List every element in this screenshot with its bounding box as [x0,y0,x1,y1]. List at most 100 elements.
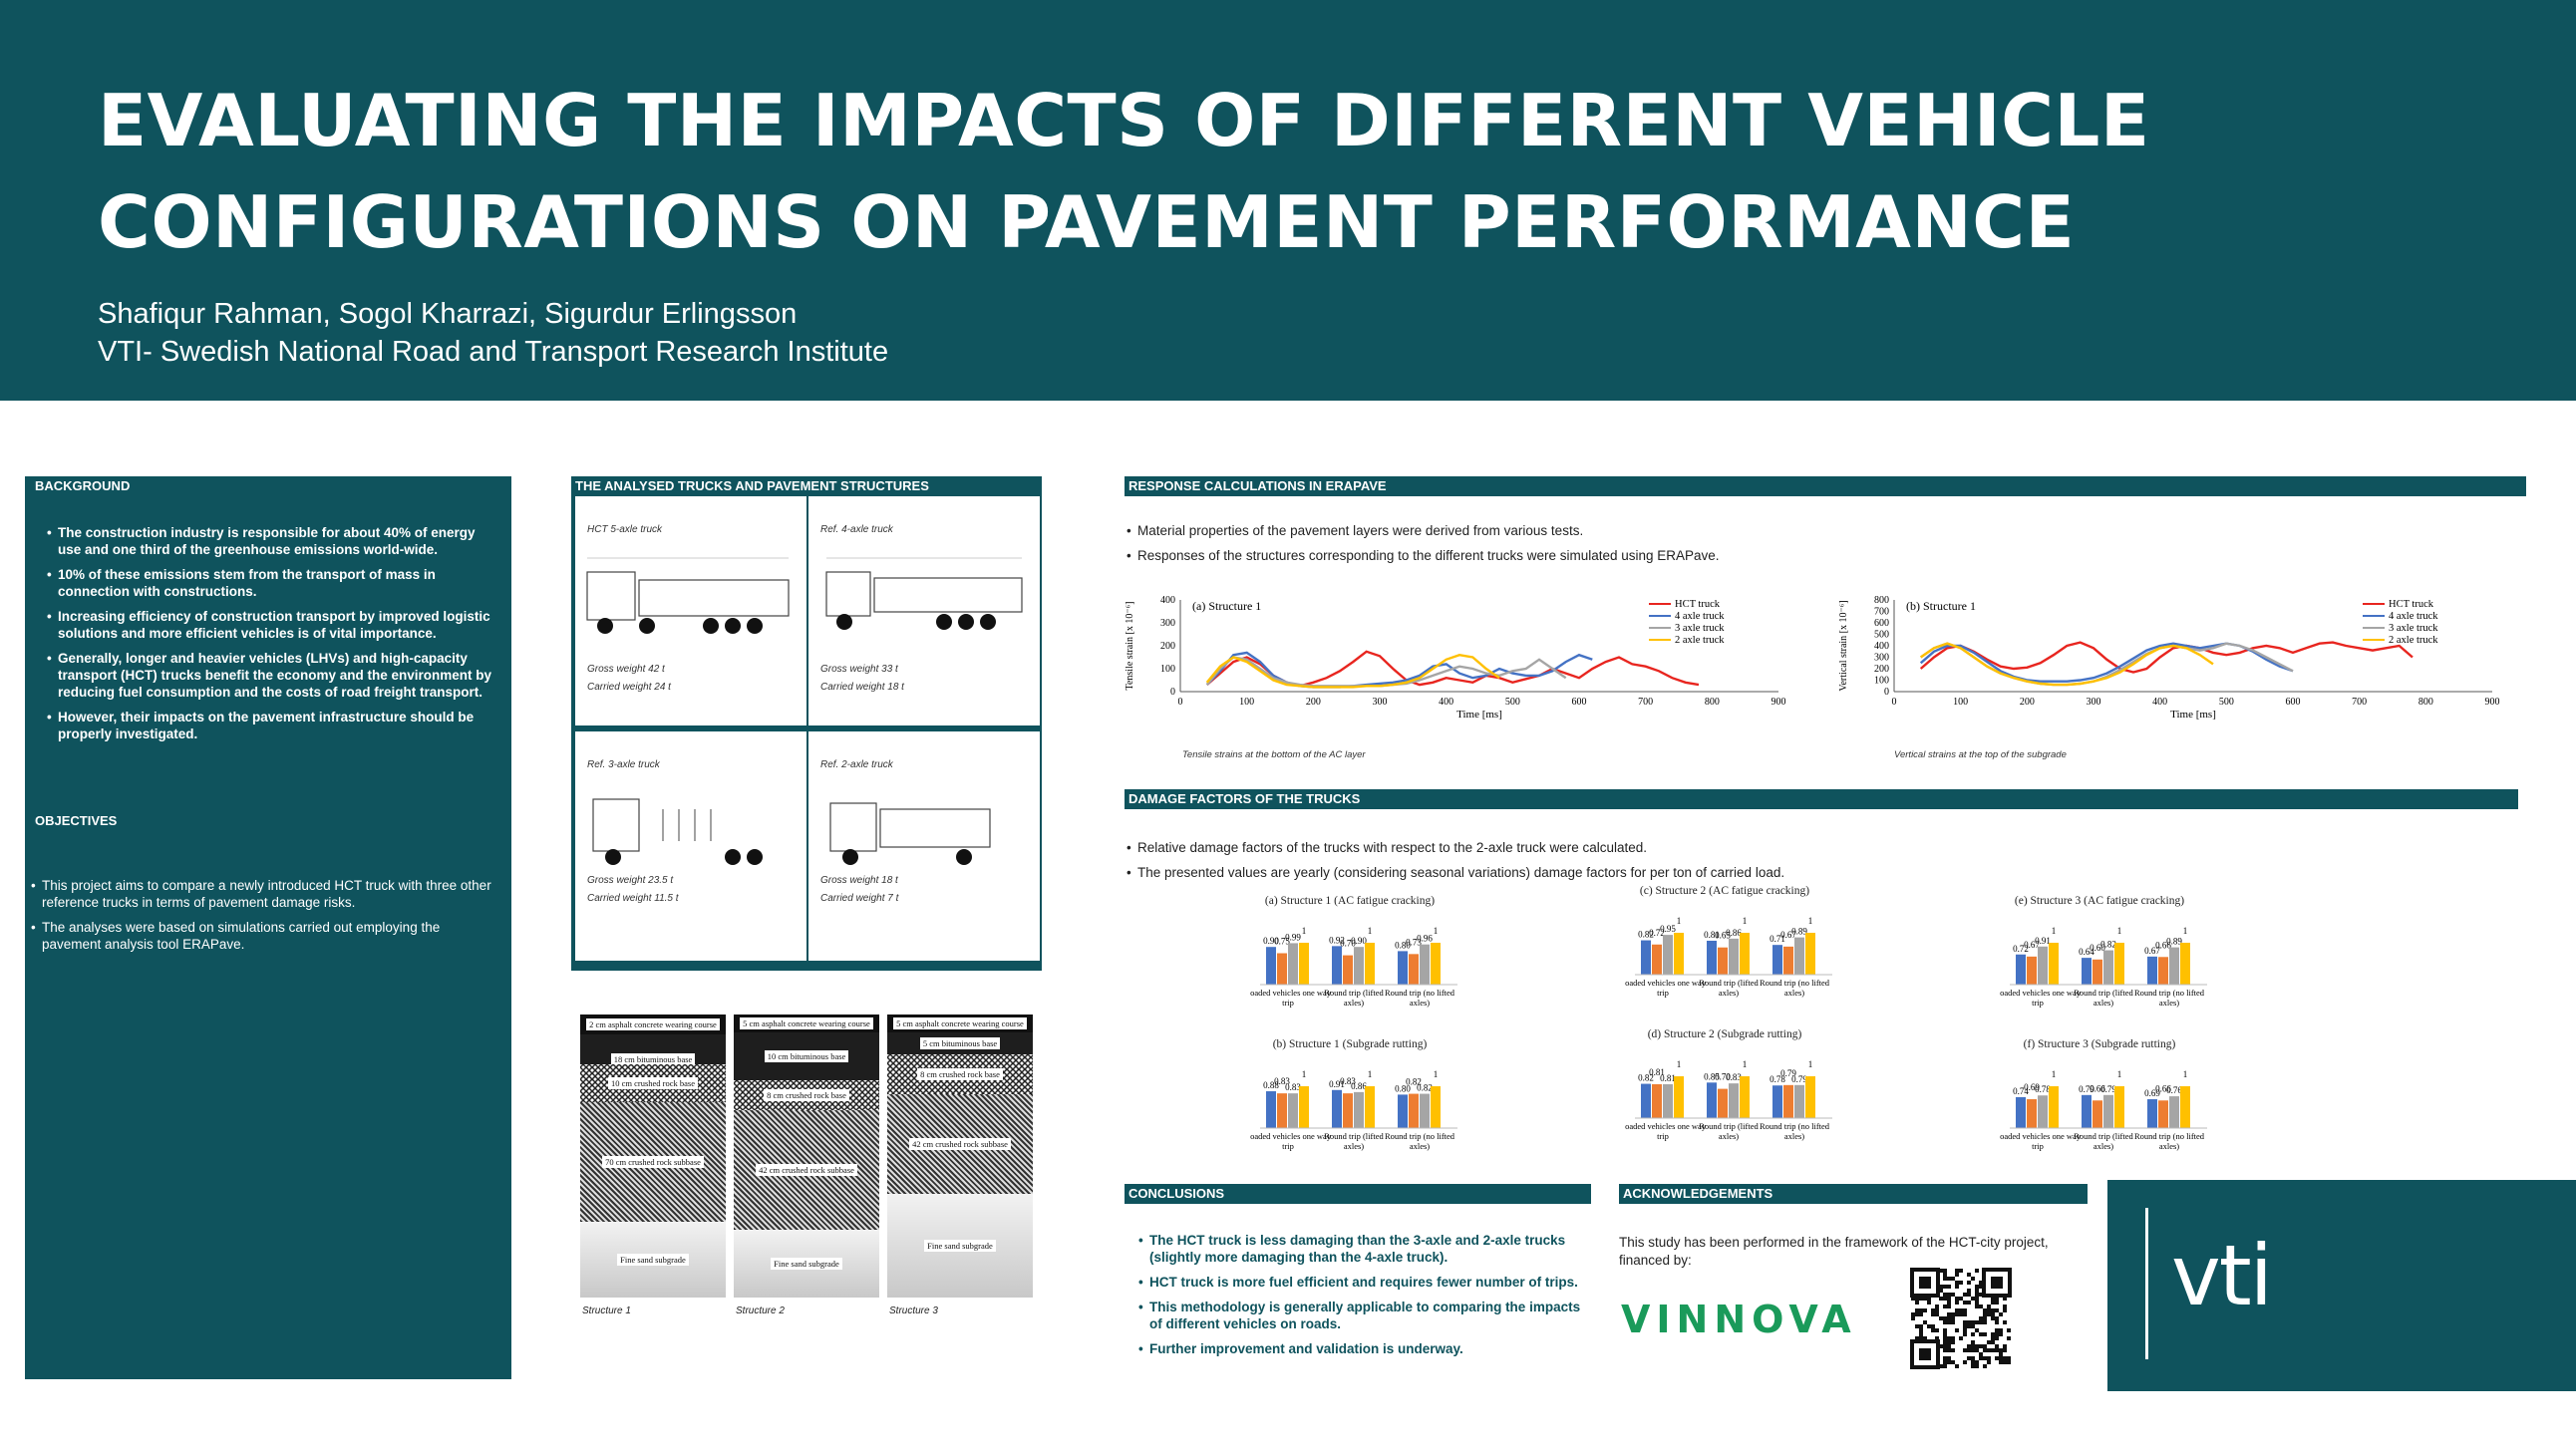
layer-label: 5 cm asphalt concrete wearing course [740,1017,873,1029]
truck-cell-3axle: Ref. 3-axle truck Gross weight 23.5 t Ca… [575,731,806,961]
bar [2049,1086,2059,1128]
bar-value-label: 1 [1368,926,1373,936]
y-tick-label: 300 [1160,618,1175,629]
category-label: Loaded vehicles one way [1625,978,1707,988]
bar [1420,944,1430,985]
layer-label: 18 cm bituminous base [610,1053,696,1065]
layer-label: 2 cm asphalt concrete wearing course [586,1018,720,1030]
response-list: Material properties of the pavement laye… [1127,522,2422,572]
damage-bar-chart: (d) Structure 2 (Subgrade rutting) 0.82 0.… [1625,1028,1832,1141]
bar-value-label: 0.60 [2090,943,2105,953]
response-bullet: Material properties of the pavement laye… [1127,522,2422,539]
bar [1794,1084,1804,1118]
bar-value-label: 0.92 [1329,935,1345,945]
category-label: Loaded vehicles one way [2000,1131,2082,1141]
category-label: Round trip (no lifted [2134,1131,2205,1141]
category-label: axles) [2159,998,2179,1008]
layer-label: 5 cm asphalt concrete wearing course [893,1017,1027,1029]
bar-value-label: 0.80 [1395,940,1411,950]
x-tick-label: 400 [2152,697,2167,708]
bar [1332,1089,1342,1128]
bar [1398,1094,1408,1128]
pavement-layer: Fine sand subgrade [734,1230,879,1298]
x-tick-label: 500 [1505,697,1520,708]
y-tick-label: 200 [1160,641,1175,652]
bar-value-label: 0.82 [1406,1077,1422,1087]
bar-value-label: 0.81 [1649,1067,1665,1077]
category-label: axles) [2093,998,2113,1008]
bar [2093,1100,2102,1128]
bar-value-label: 1 [2052,1069,2057,1079]
layer-label: 8 cm crushed rock base [917,1068,1003,1080]
chart-title: (c) Structure 2 (AC fatigue cracking) [1639,885,1810,897]
legend-label: 3 axle truck [1675,623,1725,634]
pavement-layer: 42 cm crushed rock subbase [734,1110,879,1230]
layer-label: 5 cm bituminous base [919,1037,1001,1049]
bar-value-label: 0.81 [1660,1073,1676,1083]
title-line-1: EVALUATING THE IMPACTS OF DIFFERENT VEHI… [98,79,2150,162]
truck-drawing [592,798,763,865]
bar-value-label: 0.79 [2079,1084,2094,1094]
x-tick-label: 400 [1439,697,1453,708]
bar [1354,947,1364,985]
chart-title: (b) Structure 1 [1906,599,1976,613]
category-label: Round trip (lifted [1699,1121,1759,1131]
poster-title: EVALUATING THE IMPACTS OF DIFFERENT VEHI… [98,70,2191,273]
bar-value-label: 0.74 [2013,1086,2029,1096]
y-tick-label: 200 [1874,664,1889,675]
series-line [1920,642,2214,687]
response-bullet: Responses of the structures correspondin… [1127,547,2422,564]
layer-label: 70 cm crushed rock subbase [602,1156,704,1168]
bar-value-label: 0.67 [1780,930,1796,940]
bar [2093,959,2102,985]
y-tick-label: 0 [1170,687,1175,698]
acknowledgements-heading: ACKNOWLEDGEMENTS [1619,1184,2088,1204]
bar [2158,1100,2168,1128]
objectives-bullet: This project aims to compare a newly int… [31,877,499,911]
author-block: Shafiqur Rahman, Sogol Kharrazi, Sigurdu… [98,295,888,371]
pavement-structure: 5 cm asphalt concrete wearing course 10 c… [734,1014,879,1298]
chart-title: (e) Structure 3 (AC fatigue cracking) [2014,895,2185,907]
x-axis-label: Time [ms] [2170,709,2216,721]
bar-value-label: 1 [2183,926,2188,936]
x-tick-label: 500 [2219,697,2234,708]
legend-label: HCT truck [1675,599,1721,610]
bar [2049,943,2059,985]
vti-logo-panel: vti [2107,1180,2576,1391]
legend-label: 3 axle truck [2389,623,2438,634]
background-panel: BACKGROUND The construction industry is … [25,476,511,1379]
bar [1707,940,1717,975]
category-label: Round trip (no lifted [1385,1131,1455,1141]
damage-bullet: Relative damage factors of the trucks wi… [1127,839,2502,856]
chart-title: (d) Structure 2 (Subgrade rutting) [1647,1028,1802,1040]
bar [1420,1093,1430,1128]
category-label: axles) [2159,1141,2179,1151]
category-label: axles) [1410,1141,1430,1151]
objectives-bullet: The analyses were based on simulations c… [31,919,499,953]
truck-name: HCT 5-axle truck [587,524,663,535]
bar-value-label: 0.82 [1417,1083,1433,1093]
layer-label: 42 cm crushed rock subbase [756,1164,857,1176]
bar [1718,1088,1728,1118]
bar [1740,933,1750,975]
category-label: Round trip (no lifted [1760,978,1830,988]
bar [1652,944,1662,975]
x-axis-label: Time [ms] [1456,709,1502,721]
bar [1354,1091,1364,1128]
bar [2038,1095,2048,1128]
qr-code-icon[interactable] [1908,1266,2014,1371]
pavement-layer: Fine sand subgrade [887,1194,1033,1298]
damage-bar-chart: (a) Structure 1 (AC fatigue cracking) 0.9… [1250,895,1457,1008]
acknowledgements-text: This study has been performed in the fra… [1619,1235,2049,1268]
y-tick-label: 100 [1874,676,1889,687]
bar [1266,1091,1276,1128]
bar-value-label: 1 [1368,1069,1373,1079]
y-tick-label: 0 [1884,687,1889,698]
legend-label: 2 axle truck [2389,635,2438,646]
bar [1805,933,1815,975]
conclusion-bullet: This methodology is generally applicable… [1138,1299,1583,1332]
bar-value-label: 0.67 [2144,946,2160,956]
bar [2169,1096,2179,1128]
bar [1266,947,1276,985]
